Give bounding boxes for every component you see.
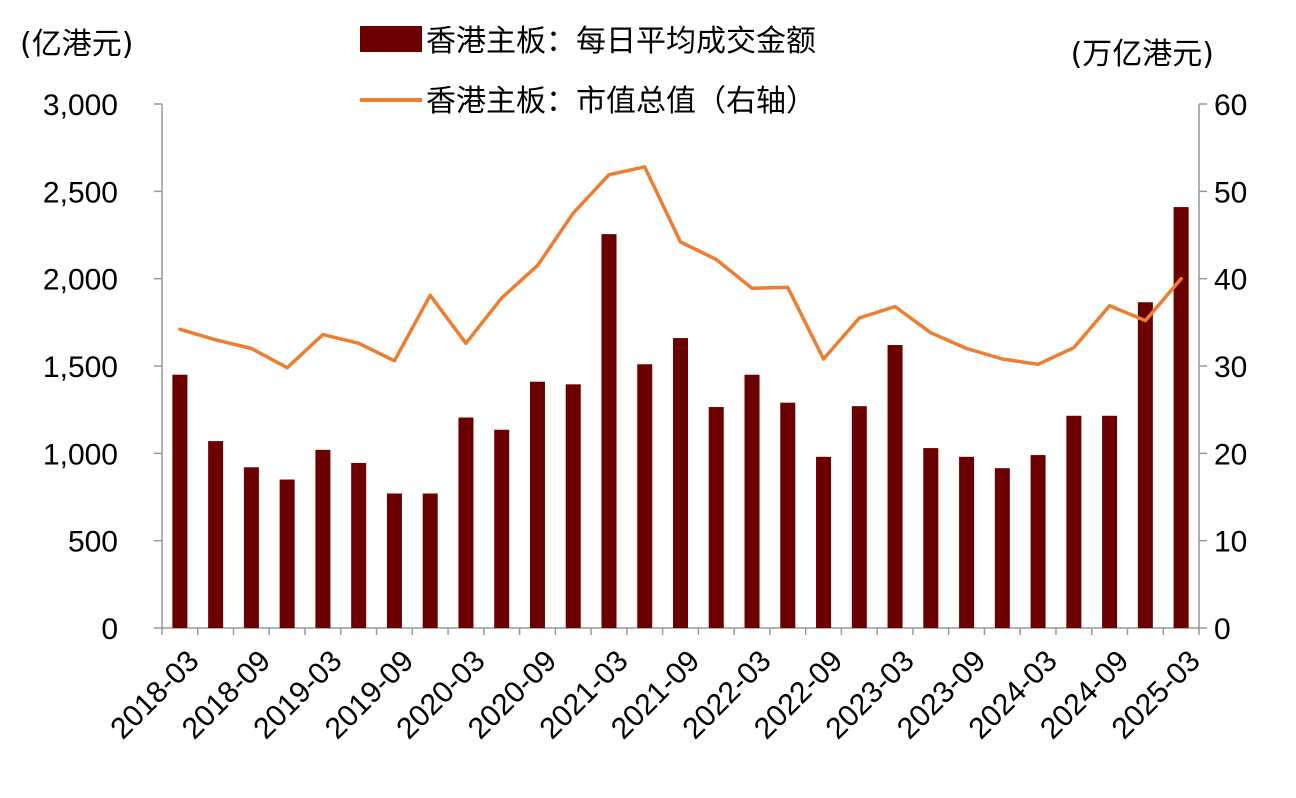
- bar-series: [172, 207, 1189, 629]
- left-axis-tick-label: 1,000: [43, 438, 118, 471]
- bar: [816, 456, 832, 628]
- bar: [1030, 455, 1046, 628]
- left-axis-tick-label: 500: [68, 526, 118, 559]
- bar: [887, 345, 903, 628]
- line-point: [178, 327, 182, 331]
- line-point: [679, 240, 682, 244]
- line-point: [321, 333, 325, 337]
- right-axis-ticks: 0 10 20 30 40 50 60: [1199, 89, 1247, 646]
- bar: [923, 448, 939, 628]
- legend-line-label: 香港主板：市值总值（右轴）: [426, 84, 816, 119]
- right-axis-tick-label: 60: [1214, 89, 1247, 122]
- left-axis-tick-label: 2,500: [43, 176, 118, 209]
- bar: [744, 374, 760, 628]
- bar: [351, 462, 367, 628]
- right-axis-tick-label: 40: [1214, 264, 1247, 297]
- left-axis-tick-label: 0: [101, 613, 118, 646]
- bar: [279, 479, 295, 628]
- left-axis-tick-label: 1,500: [43, 351, 118, 384]
- line-point: [571, 211, 575, 215]
- line-point: [965, 347, 969, 351]
- line-point: [1108, 304, 1112, 308]
- bar: [1137, 302, 1153, 628]
- line-point: [392, 359, 396, 363]
- bar: [851, 406, 867, 628]
- bar: [601, 234, 617, 629]
- bar: [1066, 415, 1082, 628]
- x-axis-ticks: 2018-032018-092019-032019-092020-032020-…: [104, 628, 1207, 746]
- legend-bar-swatch: [360, 26, 422, 52]
- bar: [672, 338, 689, 628]
- line-point: [643, 165, 647, 169]
- line-point: [1179, 277, 1183, 281]
- left-axis-tick-label: 2,000: [43, 264, 118, 297]
- left-axis-unit: (亿港元): [20, 27, 133, 62]
- bar: [1102, 415, 1118, 628]
- bar: [529, 381, 545, 628]
- legend-bar-label: 香港主板：每日平均成交金额: [426, 24, 816, 59]
- line-point: [822, 357, 826, 361]
- line-point: [929, 331, 933, 335]
- bar: [565, 384, 581, 628]
- line-point: [1000, 357, 1004, 361]
- line-path: [178, 165, 1183, 370]
- right-axis-tick-label: 10: [1214, 526, 1247, 559]
- line-point: [1143, 319, 1147, 323]
- bar: [708, 407, 724, 628]
- line-point: [714, 257, 718, 261]
- line-point: [857, 316, 861, 320]
- left-axis-tick-label: 3,000: [43, 89, 118, 122]
- bar: [959, 456, 975, 628]
- bar: [172, 374, 188, 628]
- line-point: [428, 293, 432, 297]
- bar: [494, 429, 510, 628]
- bar: [208, 441, 224, 628]
- bar: [994, 468, 1010, 628]
- line-series: [178, 165, 1183, 370]
- line-point: [786, 285, 790, 289]
- bar: [315, 449, 331, 628]
- bar: [1173, 207, 1189, 628]
- right-axis-tick-label: 20: [1214, 438, 1247, 471]
- line-point: [464, 341, 468, 345]
- bar: [780, 402, 796, 628]
- line-point: [750, 286, 754, 290]
- line-point: [500, 296, 504, 300]
- bar: [386, 493, 402, 628]
- line-point: [249, 347, 253, 351]
- line-point: [535, 264, 539, 268]
- line-point: [214, 338, 218, 342]
- line-point: [607, 173, 611, 177]
- legend: 香港主板：每日平均成交金额 香港主板：市值总值（右轴）: [360, 24, 816, 119]
- left-axis-ticks: 0 500 1,000 1,500 2,000 2,500 3,000: [43, 89, 162, 646]
- line-point: [893, 305, 897, 309]
- bar: [637, 364, 653, 628]
- bar: [458, 417, 474, 628]
- bar: [422, 493, 438, 628]
- right-axis-tick-label: 0: [1214, 613, 1231, 646]
- line-point: [285, 366, 289, 370]
- bar: [243, 467, 259, 628]
- line-point: [1072, 346, 1076, 350]
- right-axis-tick-label: 50: [1214, 176, 1247, 209]
- right-axis-unit: (万亿港元): [1071, 37, 1214, 72]
- line-point: [357, 341, 361, 345]
- right-axis-tick-label: 30: [1214, 351, 1247, 384]
- line-point: [1036, 362, 1040, 366]
